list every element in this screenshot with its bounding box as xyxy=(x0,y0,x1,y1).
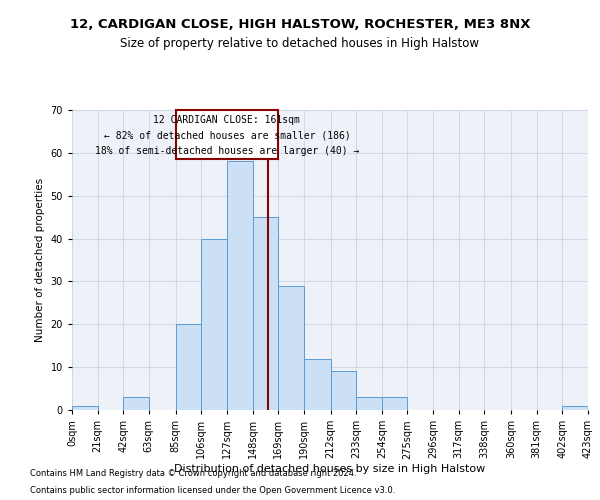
Bar xyxy=(278,286,304,410)
Bar xyxy=(202,238,227,410)
X-axis label: Distribution of detached houses by size in High Halstow: Distribution of detached houses by size … xyxy=(175,464,485,474)
FancyBboxPatch shape xyxy=(176,110,278,160)
Bar xyxy=(331,372,356,410)
Bar xyxy=(356,397,382,410)
Bar xyxy=(253,217,278,410)
Bar xyxy=(562,406,588,410)
Text: Contains HM Land Registry data © Crown copyright and database right 2024.: Contains HM Land Registry data © Crown c… xyxy=(30,468,356,477)
Text: 12 CARDIGAN CLOSE: 161sqm: 12 CARDIGAN CLOSE: 161sqm xyxy=(154,115,301,125)
Bar xyxy=(176,324,202,410)
Bar xyxy=(304,358,331,410)
Text: 12, CARDIGAN CLOSE, HIGH HALSTOW, ROCHESTER, ME3 8NX: 12, CARDIGAN CLOSE, HIGH HALSTOW, ROCHES… xyxy=(70,18,530,30)
Bar xyxy=(72,406,98,410)
Bar xyxy=(382,397,407,410)
Text: Contains public sector information licensed under the Open Government Licence v3: Contains public sector information licen… xyxy=(30,486,395,495)
Text: Size of property relative to detached houses in High Halstow: Size of property relative to detached ho… xyxy=(121,38,479,51)
Bar xyxy=(123,397,149,410)
Text: 18% of semi-detached houses are larger (40) →: 18% of semi-detached houses are larger (… xyxy=(95,146,359,156)
Y-axis label: Number of detached properties: Number of detached properties xyxy=(35,178,45,342)
Text: ← 82% of detached houses are smaller (186): ← 82% of detached houses are smaller (18… xyxy=(104,130,350,140)
Bar xyxy=(227,162,253,410)
